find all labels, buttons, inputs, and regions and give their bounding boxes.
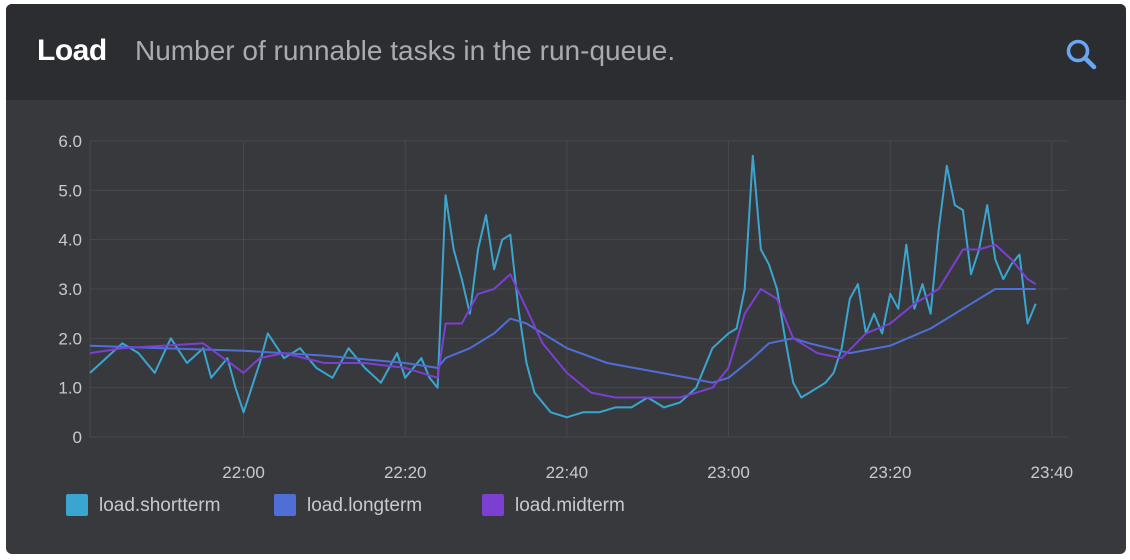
y-tick-label: 6.0 [58,132,82,151]
search-icon[interactable] [1064,37,1098,71]
series-line-load-longterm [89,288,1036,384]
x-tick-label: 23:40 [1031,463,1074,482]
y-tick-label: 2.0 [58,329,82,348]
panel-subtitle: Number of runnable tasks in the run-queu… [135,35,676,66]
graph-panel: Load Number of runnable tasks in the run… [6,4,1126,554]
legend-swatch [482,494,504,516]
series-line-load-shortterm [89,154,1037,419]
x-tick-label: 22:40 [546,463,589,482]
x-tick-label: 22:00 [222,463,265,482]
y-tick-label: 3.0 [58,280,82,299]
legend-swatch [274,494,296,516]
y-tick-label: 0 [73,428,82,447]
legend-swatch [66,494,88,516]
y-tick-label: 4.0 [58,231,82,250]
legend-label: load.midterm [515,495,625,516]
x-tick-label: 23:00 [707,463,750,482]
series-line-load-midterm [89,243,1037,399]
load-chart: 0 1.0 2.0 3.0 4.0 5.0 6.0 22:00 22:20 22:40 23:00 2… [58,132,1074,482]
panel-header: Load Number of runnable tasks in the run… [6,4,1126,100]
y-tick-label: 1.0 [58,379,82,398]
panel-title: Load [37,34,107,67]
legend-label: load.longterm [307,495,423,516]
legend-label: load.shortterm [99,495,221,516]
y-tick-label: 5.0 [58,181,82,200]
x-tick-label: 23:20 [869,463,912,482]
x-tick-label: 22:20 [384,463,427,482]
